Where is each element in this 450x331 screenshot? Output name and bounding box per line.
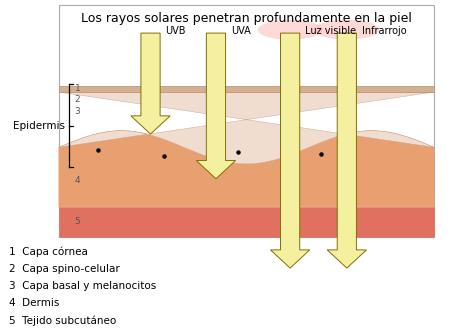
Text: Infrarrojo: Infrarrojo — [362, 26, 406, 36]
Polygon shape — [196, 33, 236, 179]
Polygon shape — [327, 33, 366, 268]
Text: 4  Dermis: 4 Dermis — [9, 298, 59, 308]
Text: 4: 4 — [75, 176, 81, 185]
Ellipse shape — [315, 20, 379, 40]
Text: 1  Capa córnea: 1 Capa córnea — [9, 247, 88, 257]
Text: UVA: UVA — [231, 26, 251, 36]
Text: Epidermis: Epidermis — [14, 121, 65, 131]
Text: 1: 1 — [75, 83, 81, 93]
Ellipse shape — [258, 20, 323, 40]
Text: UVB: UVB — [165, 26, 186, 36]
Polygon shape — [59, 92, 434, 164]
Text: Los rayos solares penetran profundamente en la piel: Los rayos solares penetran profundamente… — [81, 12, 412, 25]
Text: 5  Tejido subcutáneo: 5 Tejido subcutáneo — [9, 315, 116, 326]
Bar — [59, 5, 434, 237]
Polygon shape — [131, 33, 170, 134]
Polygon shape — [59, 207, 434, 237]
Text: 3  Capa basal y melanocitos: 3 Capa basal y melanocitos — [9, 281, 156, 291]
Text: 3: 3 — [75, 107, 81, 117]
Text: 2: 2 — [75, 95, 81, 104]
Polygon shape — [270, 33, 310, 268]
Text: Luz visible: Luz visible — [305, 26, 356, 36]
Polygon shape — [59, 131, 434, 207]
Polygon shape — [59, 86, 434, 92]
Text: 5: 5 — [75, 217, 81, 226]
Text: 2  Capa spino-celular: 2 Capa spino-celular — [9, 264, 120, 274]
